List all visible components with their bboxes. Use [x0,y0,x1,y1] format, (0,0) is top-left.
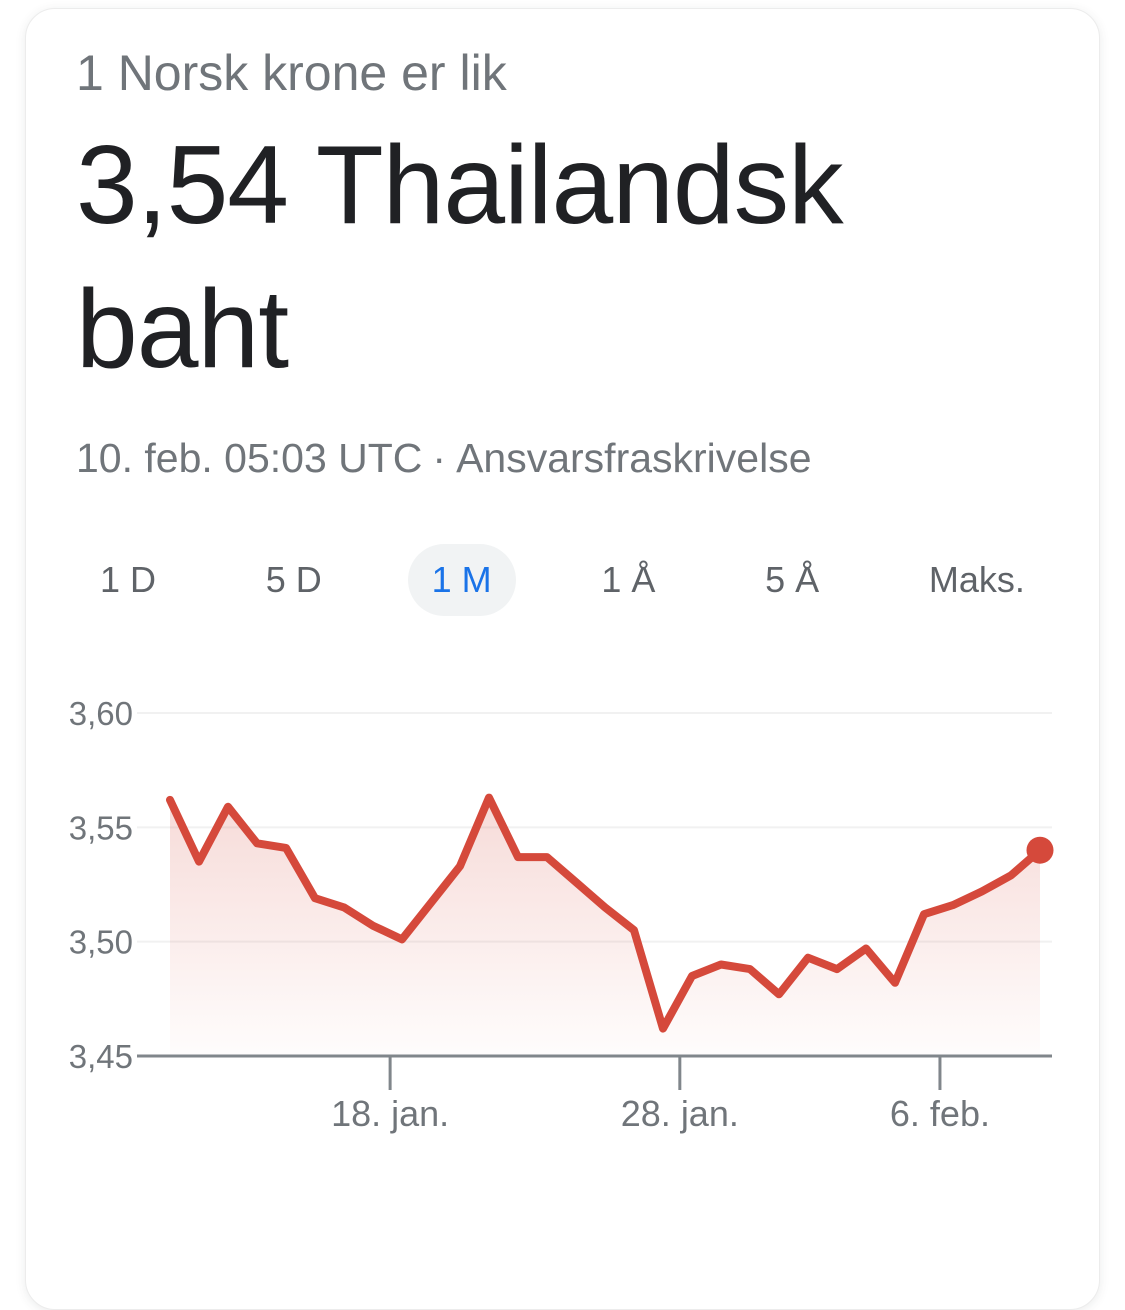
tab-1y[interactable]: 1 Å [577,544,679,616]
separator-dot: · [432,435,447,481]
conversion-subtitle: 1 Norsk krone er lik [76,45,507,101]
tab-1d[interactable]: 1 D [76,544,180,616]
timestamp: 10. feb. 05:03 UTC [76,435,423,481]
tab-5y[interactable]: 5 Å [741,544,843,616]
currency-card: 1 Norsk krone er lik 3,54 Thailandsk bah… [25,8,1100,1310]
svg-text:18. jan.: 18. jan. [331,1093,449,1134]
conversion-result-title: 3,54 Thailandsk baht [76,123,844,391]
svg-text:28. jan.: 28. jan. [621,1093,739,1134]
meta-line: 10. feb. 05:03 UTC · Ansvarsfraskrivelse [76,433,812,483]
svg-text:3,60: 3,60 [69,695,133,732]
tab-1m[interactable]: 1 M [407,544,516,616]
svg-text:3,45: 3,45 [69,1038,133,1075]
exchange-rate-chart[interactable]: 3,60 3,55 3,50 3,45 18. jan. 28. jan. 6. feb. [0,660,1125,1147]
svg-text:6. feb.: 6. feb. [890,1093,990,1134]
page: 1 Norsk krone er lik 3,54 Thailandsk bah… [0,8,1125,1310]
disclaimer-link[interactable]: Ansvarsfraskrivelse [456,435,812,481]
tab-max[interactable]: Maks. [905,544,1049,616]
tab-5d[interactable]: 5 D [242,544,346,616]
svg-text:3,55: 3,55 [69,809,133,846]
svg-text:3,50: 3,50 [69,924,133,961]
time-range-tabs: 1 D 5 D 1 M 1 Å 5 Å Maks. [76,541,1049,619]
